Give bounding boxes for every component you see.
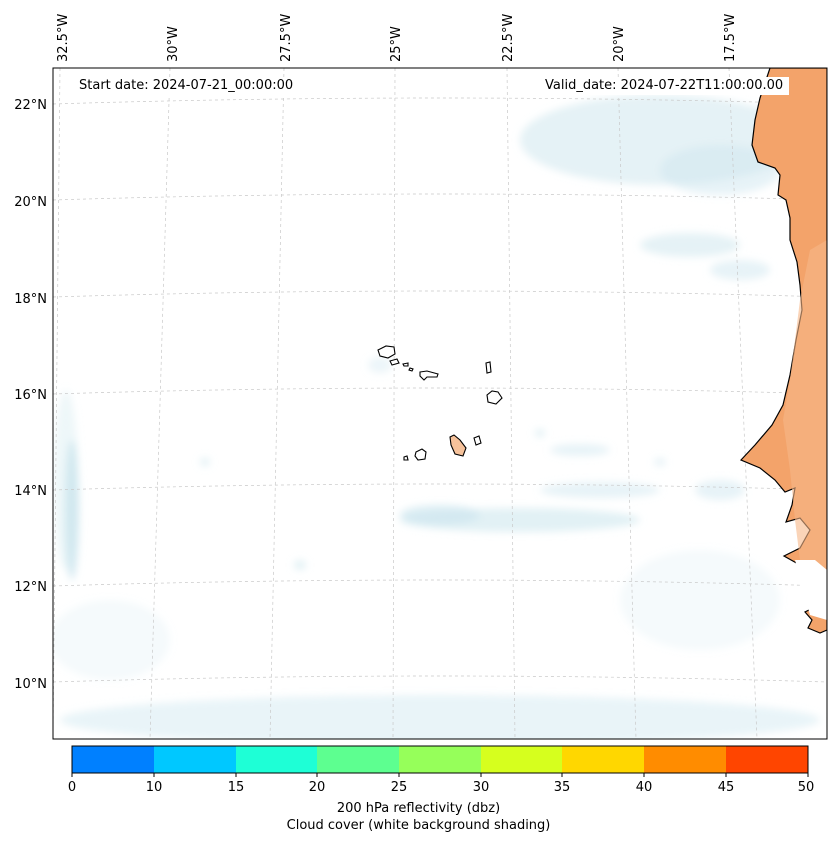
lat-label-22n: 22°N — [14, 98, 47, 113]
colorbar-tick-25: 25 — [390, 780, 408, 795]
cabo-verde-islands — [377, 345, 503, 461]
colorbar-segment-10-15 — [154, 746, 236, 773]
colorbar-segment-15-20 — [236, 746, 317, 773]
colorbar-label-reflectivity: 200 hPa reflectivity (dbz) — [336, 801, 501, 816]
longitude-labels: 32.5°W 30°W 27.5°W 25°W 22.5°W 20°W 17.5… — [56, 14, 738, 62]
colorbar-tick-50: 50 — [797, 780, 815, 795]
start-date-label: Start date: 2024-07-21_00:00:00 — [73, 77, 300, 95]
lat-label-12n: 12°N — [14, 580, 47, 595]
lon-label-30w: 30°W — [166, 26, 181, 62]
colorbar-segment-0-10 — [72, 746, 154, 773]
coastal-lowlands — [783, 240, 827, 620]
lat-label-10n: 10°N — [14, 677, 47, 692]
lon-label-22-5w: 22.5°W — [501, 14, 516, 62]
colorbar-segment-40-45 — [644, 746, 726, 773]
lon-label-27-5w: 27.5°W — [279, 14, 294, 62]
colorbar-tick-10: 10 — [145, 780, 163, 795]
lon-label-25w: 25°W — [389, 26, 404, 62]
colorbar-tick-15: 15 — [227, 780, 245, 795]
lon-label-32-5w: 32.5°W — [56, 14, 71, 62]
lat-label-14n: 14°N — [14, 484, 47, 499]
lat-label-16n: 16°N — [14, 388, 47, 403]
colorbar — [71, 745, 809, 777]
colorbar-segment-30-35 — [481, 746, 562, 773]
cloud-cover-shading — [53, 95, 820, 739]
colorbar-segment-45-50 — [726, 746, 808, 773]
colorbar-tick-0: 0 — [67, 780, 77, 795]
valid-date-label: Valid_date: 2024-07-22T11:00:00.00 — [539, 77, 790, 95]
map-frame — [52, 67, 828, 740]
lon-label-20w: 20°W — [612, 26, 627, 62]
colorbar-tick-45: 45 — [717, 780, 735, 795]
lat-label-18n: 18°N — [14, 292, 47, 307]
colorbar-tick-35: 35 — [553, 780, 571, 795]
colorbar-tick-20: 20 — [308, 780, 326, 795]
colorbar-label-cloud-cover: Cloud cover (white background shading) — [286, 818, 551, 833]
mainland-interior — [795, 560, 827, 620]
lat-label-20n: 20°N — [14, 195, 47, 210]
colorbar-segment-35-40 — [562, 746, 644, 773]
colorbar-segment-25-30 — [399, 746, 481, 773]
colorbar-segment-20-25 — [317, 746, 399, 773]
graticule — [53, 68, 827, 739]
colorbar-frame — [71, 745, 809, 774]
latitude-labels: 22°N 20°N 18°N 16°N 14°N 12°N 10°N — [14, 98, 47, 692]
lon-label-17-5w: 17.5°W — [723, 14, 738, 62]
colorbar-tick-30: 30 — [472, 780, 490, 795]
colorbar-tick-40: 40 — [635, 780, 653, 795]
